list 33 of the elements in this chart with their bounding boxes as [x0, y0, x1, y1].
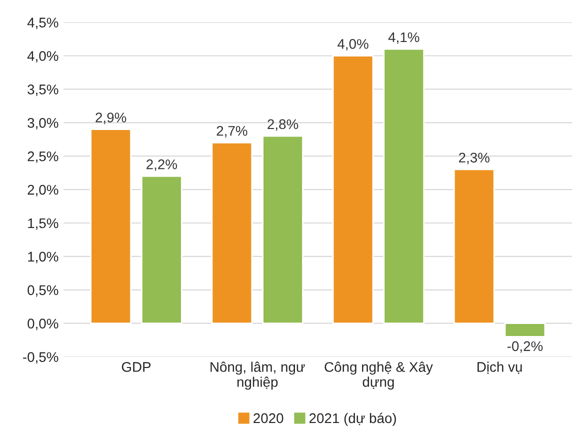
data-label: 4,1% [388, 32, 420, 44]
y-tick-label: 4,0% [27, 51, 58, 63]
data-label: 2,8% [268, 119, 298, 131]
y-tick-label: 1,5% [28, 218, 58, 230]
bar [90, 128, 132, 324]
bar [504, 322, 546, 338]
data-label: 2,9% [96, 112, 126, 124]
x-tick-label: Dịch vụ [478, 362, 522, 374]
x-tick-label: Công nghệ & Xây dựng [324, 362, 433, 390]
y-tick-label: 1,0% [28, 252, 58, 264]
legend-label: 2021 (dự báo) [309, 412, 396, 426]
x-tick-label: GDP [122, 362, 151, 372]
y-tick-label: 0,0% [28, 318, 58, 330]
data-label: -0,2% [507, 341, 543, 353]
y-tick-label: 2,0% [28, 184, 58, 196]
y-tick-label: 3,0% [28, 118, 58, 130]
bar [211, 142, 253, 324]
bar [141, 175, 182, 324]
legend-label: 2020 [254, 413, 284, 424]
y-tick-label: 0,5% [28, 285, 58, 297]
data-label: 2,2% [146, 159, 178, 171]
data-label: 4,0% [338, 39, 368, 50]
data-label: 2,3% [458, 152, 490, 164]
bar [453, 168, 495, 324]
data-label: 2,7% [216, 126, 248, 138]
bar [332, 55, 374, 324]
y-tick-label: 3,5% [28, 84, 58, 96]
y-tick-label: -0,5% [23, 352, 58, 364]
y-tick-label: 2,5% [28, 151, 58, 163]
x-tick-label: Nông, lâm, ngư nghiệp [210, 362, 305, 390]
y-tick-label: 4,5% [27, 18, 58, 30]
bar [383, 48, 425, 324]
bar [262, 135, 304, 324]
